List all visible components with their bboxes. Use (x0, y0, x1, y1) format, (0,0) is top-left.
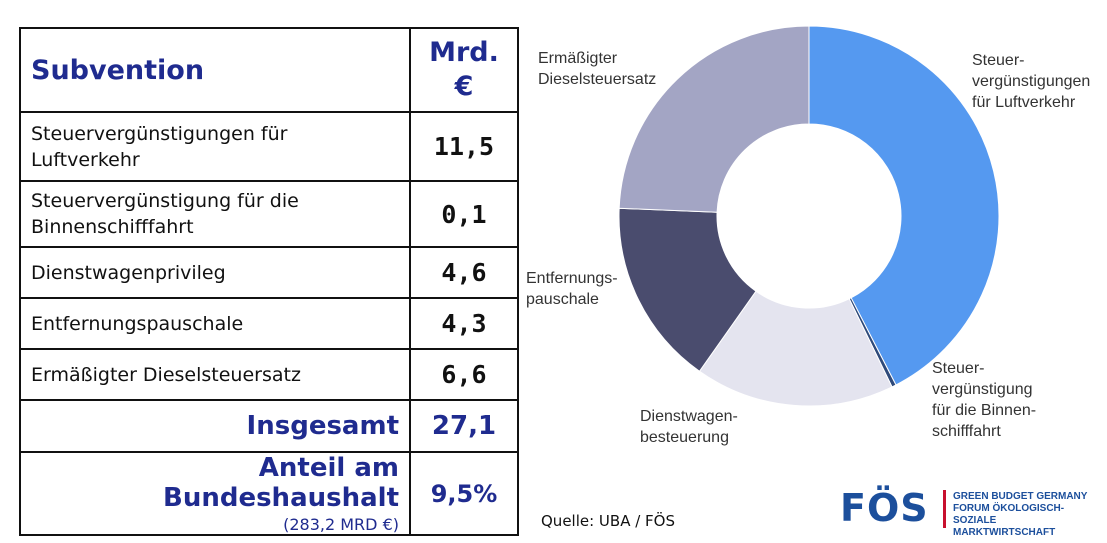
donut-chart (618, 25, 1000, 407)
total-row: Insgesamt 27,1 (19, 399, 519, 453)
share-label: Anteil am Bundeshaushalt (163, 453, 399, 513)
label-line: Dieselsteuersatz (538, 71, 657, 88)
label-line: für die Binnen- (932, 402, 1037, 419)
row-value: 4,3 (409, 297, 519, 350)
row-label: Steuervergünstigung für die Binnenschiff… (19, 180, 411, 248)
label-line: Dienstwagen- (640, 408, 738, 425)
donut-slice-0 (808, 25, 1000, 386)
logo-line: MARKTWIRTSCHAFT (953, 527, 1056, 538)
donut-slice-4 (618, 25, 810, 213)
donut-slice-3 (618, 207, 757, 372)
table-header-row: Subvention Mrd. € (19, 27, 519, 113)
total-label: Insgesamt (19, 399, 411, 453)
source-note: Quelle: UBA / FÖS (541, 512, 676, 530)
table-row: Dienstwagenprivileg 4,6 (19, 246, 519, 299)
chart-label-dienstwagen: Dienstwagen- besteuerung (640, 406, 738, 448)
row-label: Dienstwagenprivileg (19, 246, 411, 299)
header-unit-line1: Mrd. (429, 37, 499, 68)
row-value: 4,6 (409, 246, 519, 299)
logo-line: GREEN BUDGET GERMANY (953, 491, 1088, 502)
header-label: Subvention (19, 27, 411, 113)
logo-line: FORUM ÖKOLOGISCH-SOZIALE (953, 503, 1065, 526)
label-line: für Luftverkehr (972, 94, 1076, 111)
donut-slice-2 (698, 290, 893, 407)
table-row: Steuervergünstigungen für Luftverkehr 11… (19, 111, 519, 182)
share-value: 9,5% (409, 451, 519, 536)
logo-text: GREEN BUDGET GERMANY FORUM ÖKOLOGISCH-SO… (953, 491, 1100, 539)
logo-divider (943, 490, 946, 528)
row-label-line2: Binnenschifffahrt (31, 216, 194, 238)
table-row: Ermäßigter Dieselsteuersatz 6,6 (19, 348, 519, 401)
fos-logo: FÖS GREEN BUDGET GERMANY FORUM ÖKOLOGISC… (840, 486, 1100, 538)
logo-mark: FÖS (840, 486, 929, 530)
share-cell: Anteil am Bundeshaushalt (283,2 MRD €) (19, 451, 411, 536)
label-line: pauschale (526, 291, 599, 308)
chart-label-binnenschifffahrt: Steuer- vergünstigung für die Binnen- sc… (932, 358, 1036, 442)
table-row: Steuervergünstigung für die Binnenschiff… (19, 180, 519, 248)
share-row: Anteil am Bundeshaushalt (283,2 MRD €) 9… (19, 451, 519, 536)
chart-label-entfernung: Entfernungs- pauschale (526, 268, 618, 310)
row-label-line1: Steuervergünstigungen für (31, 122, 288, 145)
header-unit: Mrd. € (409, 27, 519, 113)
table-row: Entfernungspauschale 4,3 (19, 297, 519, 350)
row-value: 6,6 (409, 348, 519, 401)
chart-label-diesel: Ermäßigter Dieselsteuersatz (538, 48, 656, 90)
header-unit-line2: € (454, 71, 474, 102)
row-label: Entfernungspauschale (19, 297, 411, 350)
row-value: 11,5 (409, 111, 519, 182)
label-line: schifffahrt (932, 423, 1001, 440)
label-line: vergünstigung (932, 381, 1033, 398)
total-value: 27,1 (409, 399, 519, 453)
chart-label-luftverkehr: Steuer- vergünstigungen für Luftverkehr (972, 50, 1090, 113)
share-sublabel: (283,2 MRD €) (283, 515, 399, 534)
label-line: Entfernungs- (526, 270, 618, 287)
label-line: Steuer- (972, 52, 1025, 69)
row-label-line1: Steuervergünstigung für die (31, 190, 299, 212)
label-line: Steuer- (932, 360, 985, 377)
label-line: besteuerung (640, 429, 729, 446)
row-label-line2: Luftverkehr (31, 148, 140, 171)
label-line: Ermäßigter (538, 50, 618, 67)
row-value: 0,1 (409, 180, 519, 248)
row-label: Ermäßigter Dieselsteuersatz (19, 348, 411, 401)
row-label: Steuervergünstigungen für Luftverkehr (19, 111, 411, 182)
label-line: vergünstigungen (972, 73, 1091, 90)
subsidy-table: Subvention Mrd. € Steuervergünstigungen … (19, 27, 519, 536)
